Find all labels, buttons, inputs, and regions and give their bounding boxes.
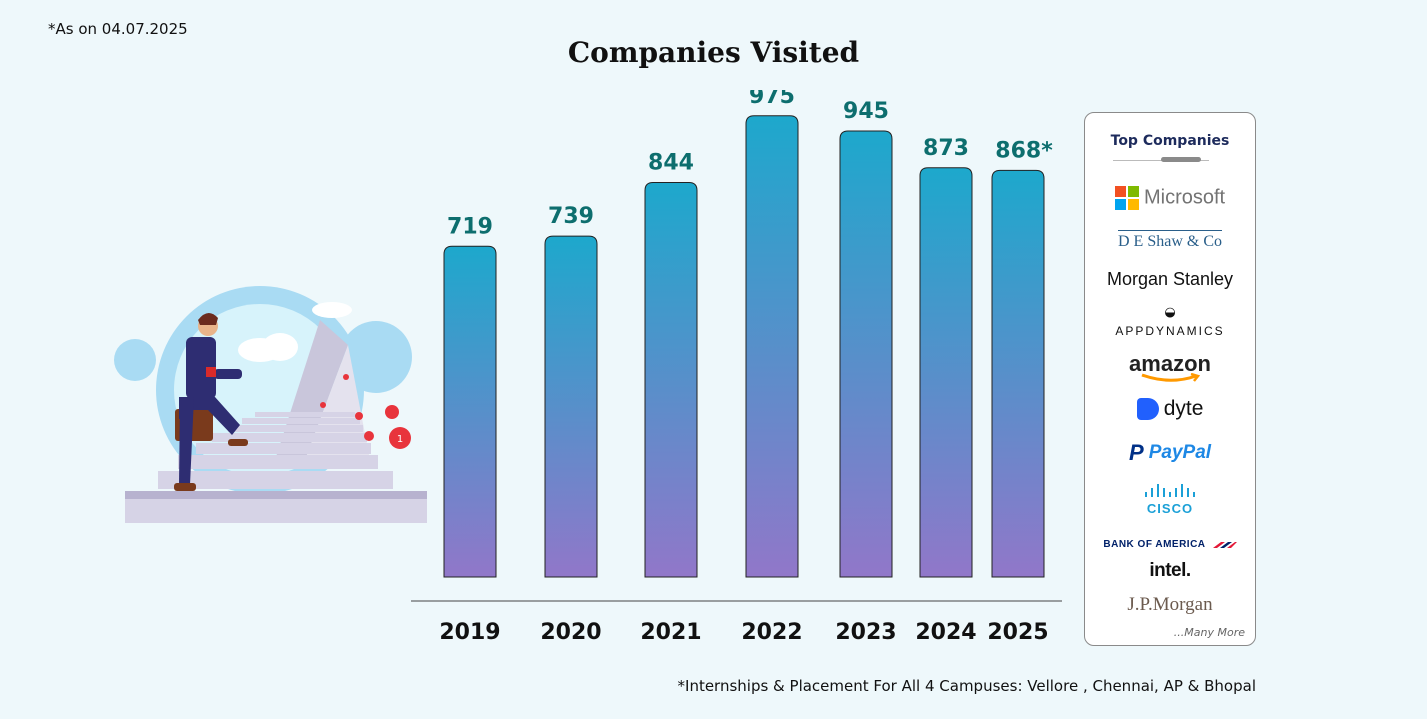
cisco-bars-icon xyxy=(1145,484,1195,497)
bar-2025 xyxy=(991,169,1045,578)
value-label-2025: 868* xyxy=(995,138,1053,163)
cisco-logo: CISCO xyxy=(1085,484,1255,517)
x-tick-label-2024: 2024 xyxy=(915,620,976,645)
microsoft-logo: Microsoft xyxy=(1085,186,1255,210)
bank-of-america-logo: BANK OF AMERICA xyxy=(1085,534,1255,553)
amazon-logo: amazon xyxy=(1085,351,1255,383)
footnote: *Internships & Placement For All 4 Campu… xyxy=(677,677,1256,695)
x-tick-label-2020: 2020 xyxy=(540,620,601,645)
bar-2024 xyxy=(919,167,973,578)
jpmorgan-logo: J.P.Morgan xyxy=(1085,594,1255,616)
value-label-2024: 873 xyxy=(923,136,969,161)
deshaw-logo: D E Shaw & Co xyxy=(1085,230,1255,251)
appdynamics-logo: ◒ APPDYNAMICS xyxy=(1085,306,1255,339)
as-on-note: *As on 04.07.2025 xyxy=(48,20,188,38)
x-tick-label-2019: 2019 xyxy=(439,620,500,645)
morgan-stanley-logo-text: Morgan Stanley xyxy=(1106,269,1234,289)
bank-of-america-flag-icon xyxy=(1212,541,1237,548)
stairs-climber-illustration: 1 xyxy=(114,286,427,523)
jpmorgan-logo-text: J.P.Morgan xyxy=(1127,594,1213,615)
top-companies-panel: Top Companies Microsoft D E Shaw & Co Mo… xyxy=(1084,112,1256,646)
microsoft-squares-icon xyxy=(1114,186,1139,210)
microsoft-logo-text: Microsoft xyxy=(1143,186,1226,209)
many-more-text: ...Many More xyxy=(1173,626,1245,639)
deshaw-logo-text: D E Shaw & Co xyxy=(1118,230,1222,250)
x-tick-label-2023: 2023 xyxy=(835,620,896,645)
bar-2021 xyxy=(644,182,698,578)
paypal-logo: P PayPal xyxy=(1085,440,1255,466)
amazon-smile-icon xyxy=(1141,373,1201,382)
appdynamics-mark-icon: ◒ xyxy=(1164,305,1176,320)
bank-of-america-logo-text: BANK OF AMERICA xyxy=(1103,539,1206,550)
appdynamics-logo-text: APPDYNAMICS xyxy=(1115,324,1225,338)
value-label-2022: 975 xyxy=(749,90,795,109)
svg-text:1: 1 xyxy=(397,434,403,445)
amazon-logo-text: amazon xyxy=(1129,351,1211,376)
x-tick-label-2025: 2025 xyxy=(987,620,1048,645)
bar-2019 xyxy=(443,245,497,578)
cisco-logo-text: CISCO xyxy=(1146,501,1194,516)
bar-2020 xyxy=(544,235,598,578)
chart-title: Companies Visited xyxy=(567,36,860,69)
value-label-2020: 739 xyxy=(548,204,594,229)
bar-2023 xyxy=(839,130,893,578)
dyte-logo-text: dyte xyxy=(1163,397,1204,420)
dyte-logo: dyte xyxy=(1085,397,1255,421)
title-divider-mark xyxy=(1161,157,1201,162)
bar-chart: 719 2019 739 2020 844 2021 975 2022 945 2023 873 20… xyxy=(411,90,1062,645)
intel-logo-text: intel. xyxy=(1149,560,1191,581)
value-label-2021: 844 xyxy=(648,151,694,176)
dyte-mark-icon xyxy=(1136,398,1159,420)
morgan-stanley-logo: Morgan Stanley xyxy=(1085,269,1255,290)
paypal-p-icon: P xyxy=(1128,440,1144,465)
x-tick-label-2022: 2022 xyxy=(741,620,802,645)
top-companies-title: Top Companies xyxy=(1110,133,1230,149)
value-label-2023: 945 xyxy=(843,99,889,124)
value-label-2019: 719 xyxy=(447,214,493,239)
intel-logo: intel. xyxy=(1085,560,1255,582)
bar-2022 xyxy=(745,115,799,578)
paypal-logo-text: PayPal xyxy=(1148,442,1212,463)
x-tick-label-2021: 2021 xyxy=(640,620,701,645)
